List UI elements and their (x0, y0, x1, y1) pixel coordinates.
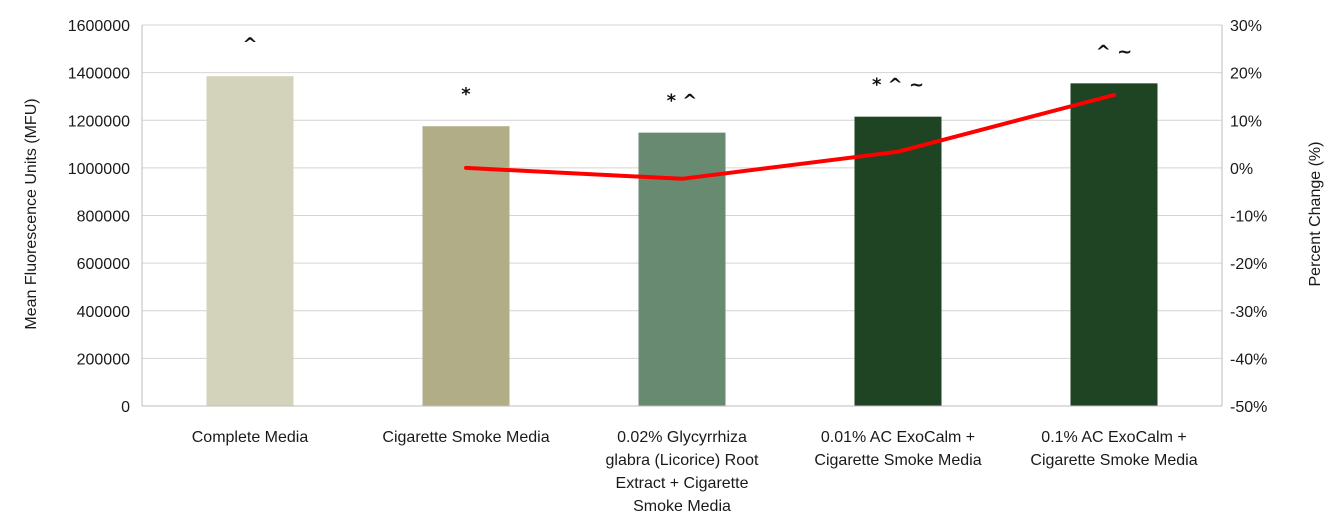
x-category-label: Cigarette Smoke Media (382, 429, 549, 446)
right-tick-label: 10% (1230, 113, 1262, 130)
right-tick-label: 0% (1230, 161, 1253, 178)
right-tick-label: -50% (1230, 399, 1267, 416)
x-category-label-line: Cigarette Smoke Media (814, 452, 981, 469)
percent-change-line-path (464, 93, 1116, 181)
x-category-label-line: Complete Media (192, 429, 309, 446)
significance-marker: ^ ~ (1096, 41, 1132, 62)
significance-marker: ^ (242, 34, 257, 55)
significance-marker: * ^ ~ (872, 75, 924, 96)
right-axis-tick-labels: -50% -40% -30% -20% -10% 0% 10% 20% 30% (1230, 18, 1267, 416)
left-tick-label: 200000 (77, 351, 130, 368)
significance-marker: * ^ (667, 91, 698, 112)
y-axis-title-left: Mean Fluorescence Units (MFU) (23, 98, 40, 329)
x-category-label-line: Cigarette Smoke Media (1030, 452, 1197, 469)
bar (1070, 83, 1158, 406)
right-tick-label: -40% (1230, 351, 1267, 368)
right-tick-label: 30% (1230, 18, 1262, 35)
x-category-label: 0.1% AC ExoCalm + Cigarette Smoke Media (1030, 429, 1197, 469)
left-tick-label: 1000000 (68, 161, 130, 178)
bar (854, 116, 942, 406)
x-category-label: 0.02% Glycyrrhiza glabra (Licorice) Root E… (606, 429, 760, 515)
left-tick-label: 400000 (77, 304, 130, 321)
left-tick-label: 600000 (77, 256, 130, 273)
right-tick-label: -20% (1230, 256, 1267, 273)
left-tick-label: 1400000 (68, 66, 130, 83)
significance-marker: * (461, 84, 471, 105)
x-category-label-line: 0.02% Glycyrrhiza (617, 429, 747, 446)
significance-markers: ^ * * ^ * ^ ~ ^ ~ (242, 34, 1132, 111)
x-category-label-line: 0.01% AC ExoCalm + (821, 429, 975, 446)
left-tick-label: 1600000 (68, 18, 130, 35)
bars (206, 76, 1158, 407)
right-tick-label: -30% (1230, 304, 1267, 321)
x-category-label: Complete Media (192, 429, 309, 446)
x-category-label: 0.01% AC ExoCalm + Cigarette Smoke Media (814, 429, 981, 469)
percent-change-line (464, 93, 1116, 181)
x-category-label-line: Extract + Cigarette (616, 475, 749, 492)
bar (206, 76, 294, 407)
x-axis-category-labels: Complete Media Cigarette Smoke Media 0.02%… (192, 429, 1198, 515)
y-axis-title-right: Percent Change (%) (1307, 142, 1324, 287)
left-tick-label: 1200000 (68, 113, 130, 130)
x-category-label-line: 0.1% AC ExoCalm + (1041, 429, 1186, 446)
left-axis-tick-labels: 0 200000 400000 600000 800000 1000000 1200000 1… (68, 18, 130, 416)
right-tick-label: 20% (1230, 66, 1262, 83)
left-tick-label: 800000 (77, 209, 130, 226)
right-tick-label: -10% (1230, 209, 1267, 226)
x-category-label-line: Cigarette Smoke Media (382, 429, 549, 446)
x-category-label-line: glabra (Licorice) Root (606, 452, 760, 469)
axes (141, 25, 1223, 407)
x-category-label-line: Smoke Media (633, 498, 731, 515)
left-tick-label: 0 (121, 399, 130, 416)
bar (422, 126, 510, 406)
